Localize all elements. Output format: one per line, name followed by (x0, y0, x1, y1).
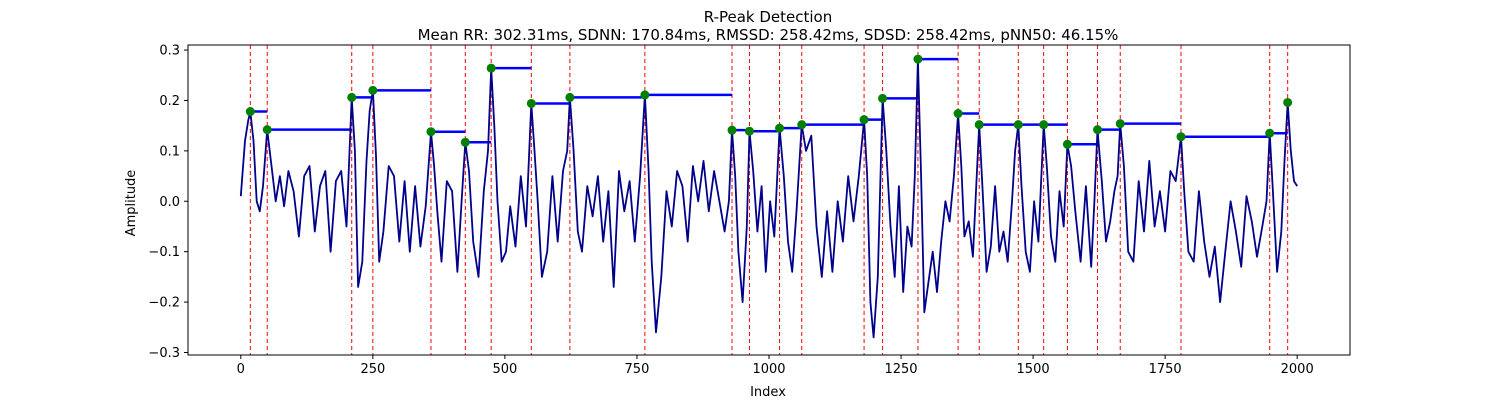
peak-marker-11 (744, 126, 754, 136)
peak-marker-22 (1093, 125, 1103, 135)
y-tick-label-1: −0.2 (148, 296, 180, 311)
peak-marker-1 (262, 125, 272, 135)
peak-marker-8 (565, 92, 575, 102)
peak-marker-13 (797, 120, 807, 130)
x-axis-label: Index (750, 385, 786, 400)
peak-marker-16 (913, 54, 923, 64)
peak-marker-19 (1013, 120, 1023, 130)
x-tick-label-0: 0 (237, 362, 245, 377)
x-tick-label-7: 1750 (1149, 362, 1182, 377)
y-tick-label-0: −0.3 (148, 346, 180, 361)
peak-marker-12 (775, 123, 785, 133)
y-axis: −0.3 −0.2 −0.1 0.0 0.1 0.2 0.3 (148, 44, 188, 361)
peak-marker-2 (347, 92, 357, 102)
y-tick-label-3: 0.0 (159, 195, 180, 210)
peak-marker-18 (974, 120, 984, 130)
chart-title: R-Peak Detection (704, 8, 832, 26)
peak-marker-3 (368, 85, 378, 95)
peak-marker-14 (859, 115, 869, 125)
peak-marker-15 (878, 93, 888, 103)
peak-markers-group (245, 54, 1293, 149)
x-tick-label-5: 1250 (884, 362, 917, 377)
peak-marker-21 (1062, 139, 1072, 149)
y-tick-label-4: 0.1 (159, 144, 180, 159)
chart-subtitle: Mean RR: 302.31ms, SDNN: 170.84ms, RMSSD… (418, 26, 1119, 44)
y-tick-label-5: 0.2 (159, 94, 180, 109)
x-tick-label-6: 1500 (1017, 362, 1050, 377)
plot-frame (187, 44, 1351, 356)
x-tick-label-1: 250 (360, 362, 385, 377)
peak-marker-26 (1283, 97, 1293, 107)
y-tick-label-6: 0.3 (159, 44, 180, 59)
x-axis: 0 250 500 750 1000 1250 1500 1750 2000 (237, 355, 1314, 377)
peak-marker-10 (727, 125, 737, 135)
peak-marker-9 (640, 90, 650, 100)
peak-marker-7 (526, 98, 536, 108)
rr-segments-group (250, 57, 1288, 146)
x-tick-label-4: 1000 (752, 362, 785, 377)
x-tick-label-2: 500 (492, 362, 517, 377)
peak-marker-23 (1115, 119, 1125, 129)
x-tick-label-8: 2000 (1281, 362, 1314, 377)
peak-marker-6 (486, 63, 496, 73)
y-tick-label-2: −0.1 (148, 245, 180, 260)
peak-marker-24 (1176, 132, 1186, 142)
peak-marker-5 (460, 137, 470, 147)
signal-line (239, 58, 1298, 339)
peak-marker-17 (953, 109, 963, 119)
peak-marker-25 (1265, 128, 1275, 138)
peak-marker-20 (1039, 120, 1049, 130)
peak-marker-4 (426, 127, 436, 137)
signal-group (239, 58, 1298, 339)
y-axis-label: Amplitude (124, 170, 139, 237)
peak-marker-0 (245, 107, 255, 117)
x-tick-label-3: 750 (625, 362, 650, 377)
